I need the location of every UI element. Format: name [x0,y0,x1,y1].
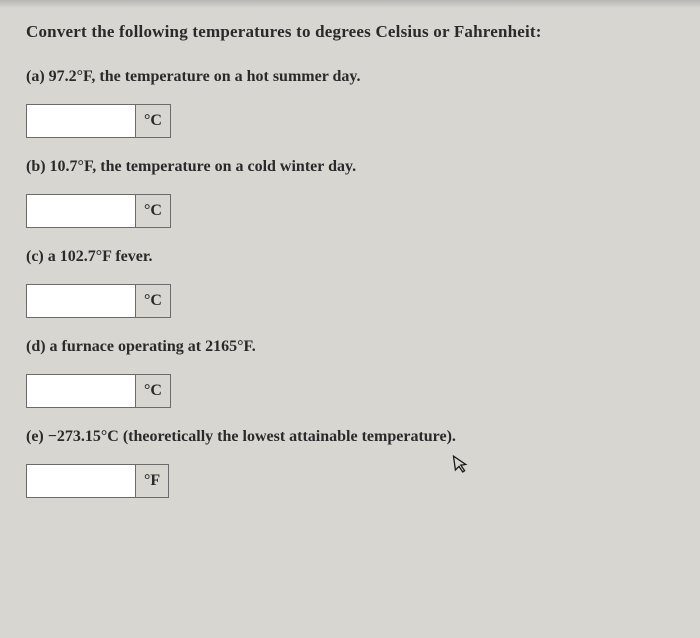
part-e: (e) −273.15°C (theoretically the lowest … [26,428,674,498]
part-a-unit: °C [136,104,171,138]
part-b-input-row: °C [26,194,674,228]
part-c-input-row: °C [26,284,674,318]
page-heading: Convert the following temperatures to de… [26,22,674,42]
part-b: (b) 10.7°F, the temperature on a cold wi… [26,158,674,228]
part-e-label: (e) −273.15°C (theoretically the lowest … [26,428,674,446]
cursor-icon [452,453,471,480]
part-b-label: (b) 10.7°F, the temperature on a cold wi… [26,158,674,176]
part-c-input[interactable] [26,284,136,318]
part-d-unit: °C [136,374,171,408]
part-e-input[interactable] [26,464,136,498]
part-c-unit: °C [136,284,171,318]
part-c-label: (c) a 102.7°F fever. [26,248,674,266]
part-d-input[interactable] [26,374,136,408]
part-d: (d) a furnace operating at 2165°F. °C [26,338,674,408]
part-a-label: (a) 97.2°F, the temperature on a hot sum… [26,68,674,86]
part-d-input-row: °C [26,374,674,408]
part-e-unit: °F [136,464,169,498]
part-e-input-row: °F [26,464,674,498]
part-a-input[interactable] [26,104,136,138]
part-a: (a) 97.2°F, the temperature on a hot sum… [26,68,674,138]
part-d-label: (d) a furnace operating at 2165°F. [26,338,674,356]
part-a-input-row: °C [26,104,674,138]
part-b-input[interactable] [26,194,136,228]
part-c: (c) a 102.7°F fever. °C [26,248,674,318]
top-shadow [0,0,700,8]
part-b-unit: °C [136,194,171,228]
